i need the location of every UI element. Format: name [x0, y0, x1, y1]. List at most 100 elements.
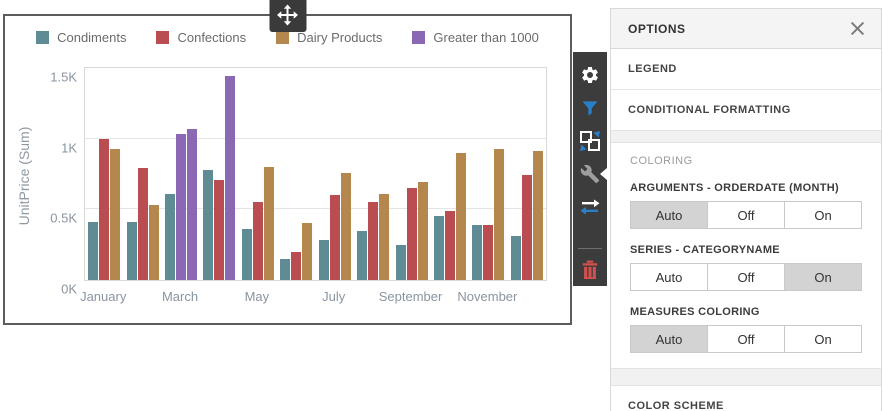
toggle-auto[interactable]: Auto	[631, 264, 707, 290]
bar[interactable]	[510, 236, 521, 280]
legend-swatch	[276, 31, 290, 44]
move-icon	[277, 4, 298, 26]
y-tick-label: 0K	[61, 281, 77, 297]
bar[interactable]	[329, 195, 340, 280]
bar[interactable]	[225, 76, 236, 280]
toggle-auto[interactable]: Auto	[631, 326, 707, 352]
bar[interactable]	[280, 258, 291, 280]
close-button[interactable]	[847, 19, 867, 39]
toggle-on[interactable]: On	[784, 264, 861, 290]
conditional-formatting-section-row[interactable]: CONDITIONAL FORMATTING	[611, 90, 881, 131]
bar[interactable]	[357, 230, 368, 280]
bar[interactable]	[483, 224, 494, 280]
y-tick-label: 1.5K	[50, 69, 77, 85]
bar[interactable]	[444, 210, 455, 280]
toggle-auto[interactable]: Auto	[631, 202, 707, 228]
swap-arrows-icon	[580, 199, 600, 215]
legend-swatch	[156, 31, 170, 44]
convert-to-button[interactable]	[573, 124, 607, 157]
panel-title: OPTIONS	[628, 21, 686, 36]
bar[interactable]	[252, 202, 263, 280]
bar[interactable]	[203, 169, 214, 280]
filter-button[interactable]	[573, 91, 607, 124]
x-tick-label: May	[244, 289, 270, 304]
arguments-group-label: ARGUMENTS - ORDERDATE (MONTH)	[630, 182, 839, 194]
section-separator	[611, 131, 881, 143]
coloring-section-label: COLORING	[630, 155, 693, 167]
x-tick-label: January	[80, 289, 127, 304]
convert-to-icon	[580, 130, 600, 151]
bar[interactable]	[110, 148, 121, 280]
bar[interactable]	[291, 251, 302, 280]
bar[interactable]	[137, 168, 148, 280]
bar[interactable]	[187, 128, 198, 280]
bar[interactable]	[176, 134, 187, 280]
options-panel: OPTIONS LEGEND CONDITIONAL FORMATTING CO…	[610, 8, 882, 411]
x-tick-label: September	[378, 289, 443, 304]
gridline	[85, 137, 546, 139]
bar[interactable]	[148, 205, 159, 280]
toolbar-divider	[578, 248, 602, 249]
move-handle[interactable]	[269, 0, 306, 32]
bar[interactable]	[494, 148, 505, 280]
bar[interactable]	[318, 240, 329, 280]
wrench-icon	[580, 164, 600, 183]
legend-item: Confections	[156, 30, 246, 45]
section-separator	[611, 368, 881, 386]
legend-label: Confections	[177, 30, 247, 45]
options-panel-header: OPTIONS	[611, 9, 881, 49]
bar[interactable]	[302, 223, 313, 280]
bar[interactable]	[532, 151, 543, 280]
y-tick-label: 1K	[61, 140, 77, 156]
arguments-toggle-group: Auto Off On	[630, 201, 862, 229]
bar[interactable]	[126, 222, 137, 280]
toggle-on[interactable]: On	[784, 202, 861, 228]
bar[interactable]	[263, 166, 274, 280]
options-button[interactable]	[573, 157, 607, 190]
x-tick-label: November	[457, 289, 518, 304]
bar[interactable]	[88, 222, 99, 280]
toggle-off[interactable]: Off	[707, 264, 784, 290]
bar[interactable]	[406, 188, 417, 280]
toggle-on[interactable]: On	[784, 326, 861, 352]
bar[interactable]	[99, 138, 110, 280]
bar[interactable]	[417, 182, 428, 280]
y-axis-ticks: 0K 0.5K 1K 1.5K	[5, 59, 77, 297]
coloring-section: COLORING ARGUMENTS - ORDERDATE (MONTH) A…	[611, 143, 881, 368]
x-tick-label: July	[322, 289, 346, 304]
plot-area	[84, 67, 547, 281]
series-group-label: SERIES - CATEGORYNAME	[630, 244, 780, 256]
interactivity-button[interactable]	[573, 190, 607, 223]
bar[interactable]	[433, 216, 444, 280]
bar[interactable]	[395, 244, 406, 280]
toggle-off[interactable]: Off	[707, 202, 784, 228]
widget-toolbar	[573, 52, 607, 286]
filter-icon	[582, 100, 598, 115]
color-scheme-section-row[interactable]: COLOR SCHEME	[611, 386, 881, 411]
series-toggle-group: Auto Off On	[630, 263, 862, 291]
bar[interactable]	[214, 179, 225, 280]
bar[interactable]	[379, 193, 390, 280]
bar[interactable]	[455, 152, 466, 280]
chart-legend: Condiments Confections Dairy Products Great…	[5, 30, 570, 45]
trash-icon	[582, 260, 598, 279]
delete-button[interactable]	[573, 253, 607, 286]
measures-toggle-group: Auto Off On	[630, 325, 862, 353]
y-tick-label: 0.5K	[50, 210, 77, 226]
legend-label: Greater than 1000	[433, 30, 539, 45]
gear-icon	[582, 66, 598, 83]
bar[interactable]	[165, 193, 176, 280]
bar[interactable]	[368, 202, 379, 280]
legend-swatch	[36, 31, 50, 44]
bar[interactable]	[340, 172, 351, 280]
gridline	[85, 208, 546, 210]
bar[interactable]	[521, 175, 532, 280]
bar[interactable]	[472, 224, 483, 280]
toggle-off[interactable]: Off	[707, 326, 784, 352]
x-axis-labels: January March May July September November	[80, 289, 547, 307]
legend-item: Dairy Products	[276, 30, 382, 45]
settings-button[interactable]	[573, 58, 607, 91]
bar[interactable]	[241, 229, 252, 280]
chart-widget[interactable]: Condiments Confections Dairy Products Great…	[3, 0, 572, 325]
legend-section-row[interactable]: LEGEND	[611, 49, 881, 90]
